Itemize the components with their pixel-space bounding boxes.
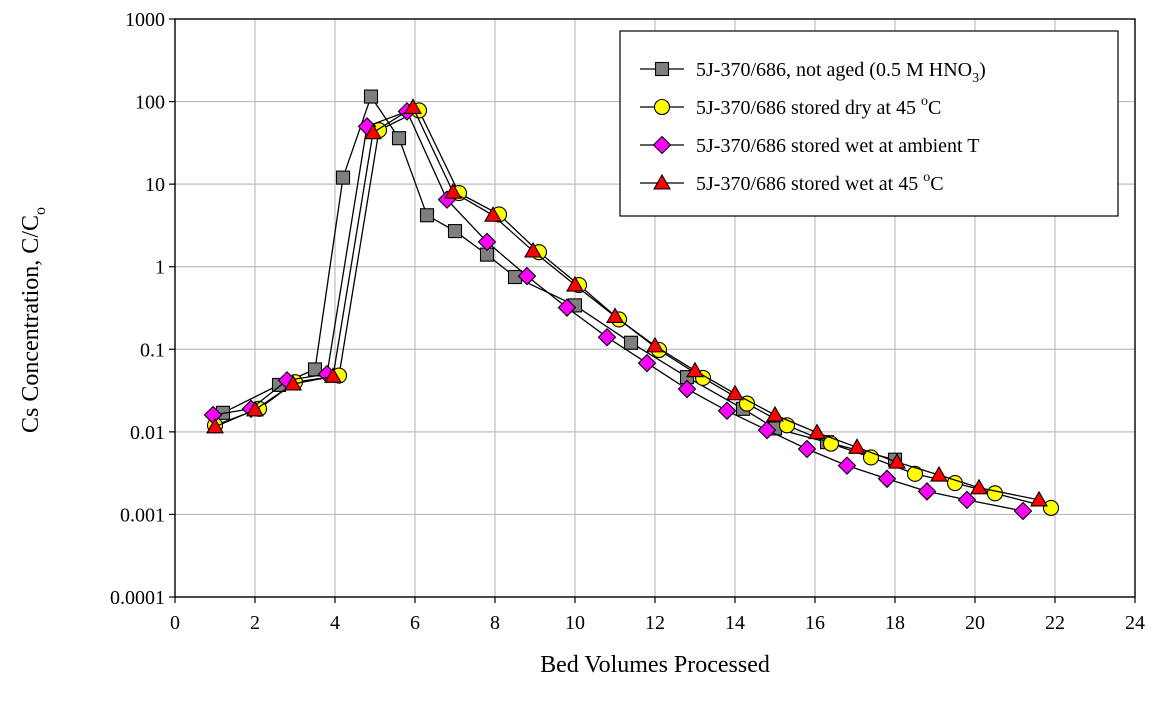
data-point-diamond [957,490,977,510]
series [203,89,1060,521]
x-tick-label: 8 [490,612,500,634]
data-point-triangle [246,400,264,417]
x-tick-label: 22 [1045,612,1065,634]
x-tick-label: 14 [725,612,745,634]
data-point-square [623,335,639,350]
data-point-triangle [284,374,302,391]
y-tick-label: 1 [155,257,165,279]
y-tick-label: 1000 [125,9,165,31]
x-tick-label: 20 [965,612,985,634]
data-point-triangle [970,478,988,495]
data-point-triangle [930,465,948,482]
data-point-diamond [677,379,697,399]
data-point-triangle [364,123,382,140]
data-point-triangle [404,98,422,114]
data-point-triangle [324,367,342,383]
data-point-diamond [717,401,737,421]
x-tick-label: 6 [410,612,420,634]
y-tick-label: 10 [145,174,165,196]
y-tick-label: 0.0001 [110,587,165,609]
data-point-square [391,131,407,146]
x-tick-label: 16 [805,612,825,634]
y-axis-title-subscript: o [32,207,49,215]
y-tick-label: 0.1 [140,339,165,361]
data-point-diamond [877,469,897,489]
data-point-triangle [766,405,784,422]
data-point-triangle [606,307,624,323]
data-point-circle [906,465,924,482]
data-point-diamond [797,439,817,459]
x-axis-title: Bed Volumes Processed [540,652,770,678]
data-point-diamond [557,298,577,317]
legend-item: 5J-370/686, not aged (0.5 M HNO3) [640,59,986,86]
axes: 0 2 4 6 8 10 12 14 16 18 20 22 240.00010.0010.010.11… [110,9,1145,634]
data-point-circle [1042,499,1060,516]
data-point-triangle [888,453,906,469]
data-point-diamond [637,353,657,373]
data-point-triangle [726,384,744,401]
data-point-triangle [646,336,664,353]
data-point-diamond [757,420,777,440]
legend-label: 5J-370/686 stored wet at 45 oC [696,170,944,195]
legend-marker-diamond [652,135,672,155]
data-point-circle [822,435,840,452]
x-tick-label: 2 [250,612,260,634]
legend-item: 5J-370/686 stored wet at 45 oC [640,170,944,195]
data-point-diamond [837,456,857,475]
data-point-triangle [848,438,866,454]
data-point-diamond [477,232,497,252]
legend-marker-triangle [653,173,671,190]
data-point-square [335,170,351,185]
legend-label: 5J-370/686, not aged (0.5 M HNO3) [696,59,986,86]
data-point-triangle [566,275,584,292]
data-point-square [419,208,435,223]
x-tick-label: 4 [330,612,340,634]
x-tick-label: 10 [565,612,585,634]
y-axis-title-main: Cs Concentration, C/C [18,215,44,433]
legend-marker-circle [653,98,671,116]
data-point-triangle [444,183,462,199]
y-tick-label: 100 [135,92,165,114]
data-point-circle [986,485,1004,502]
x-tick-label: 24 [1125,612,1145,634]
data-point-diamond [517,266,537,286]
data-point-triangle [1030,490,1048,507]
y-tick-label: 0.001 [120,504,165,526]
data-point-triangle [484,206,502,222]
data-point-triangle [808,423,826,440]
series-square [215,89,903,467]
data-point-diamond [597,327,617,347]
y-tick-label: 0.01 [130,422,165,444]
data-point-triangle [206,417,224,434]
series-triangle [206,98,1048,507]
data-point-triangle [524,241,542,258]
legend-box [619,30,1119,217]
data-point-triangle [686,361,704,378]
legend-item: 5J-370/686 stored wet at ambient T [640,135,979,157]
x-tick-label: 12 [645,612,665,634]
legend-item: 5J-370/686 stored dry at 45 oC [640,94,941,119]
legend-label: 5J-370/686 stored wet at ambient T [696,135,979,157]
y-axis-title: Cs Concentration, C/Co [18,207,49,433]
x-tick-label: 0 [170,612,180,634]
legend-marker-square [654,61,670,77]
data-point-square [363,89,379,104]
legend: 5J-370/686, not aged (0.5 M HNO3) 5J-370/… [619,30,1119,217]
x-tick-label: 18 [885,612,905,634]
data-point-diamond [1013,501,1033,521]
data-point-diamond [917,482,937,501]
legend-label: 5J-370/686 stored dry at 45 oC [696,94,941,119]
data-point-square [447,224,463,239]
